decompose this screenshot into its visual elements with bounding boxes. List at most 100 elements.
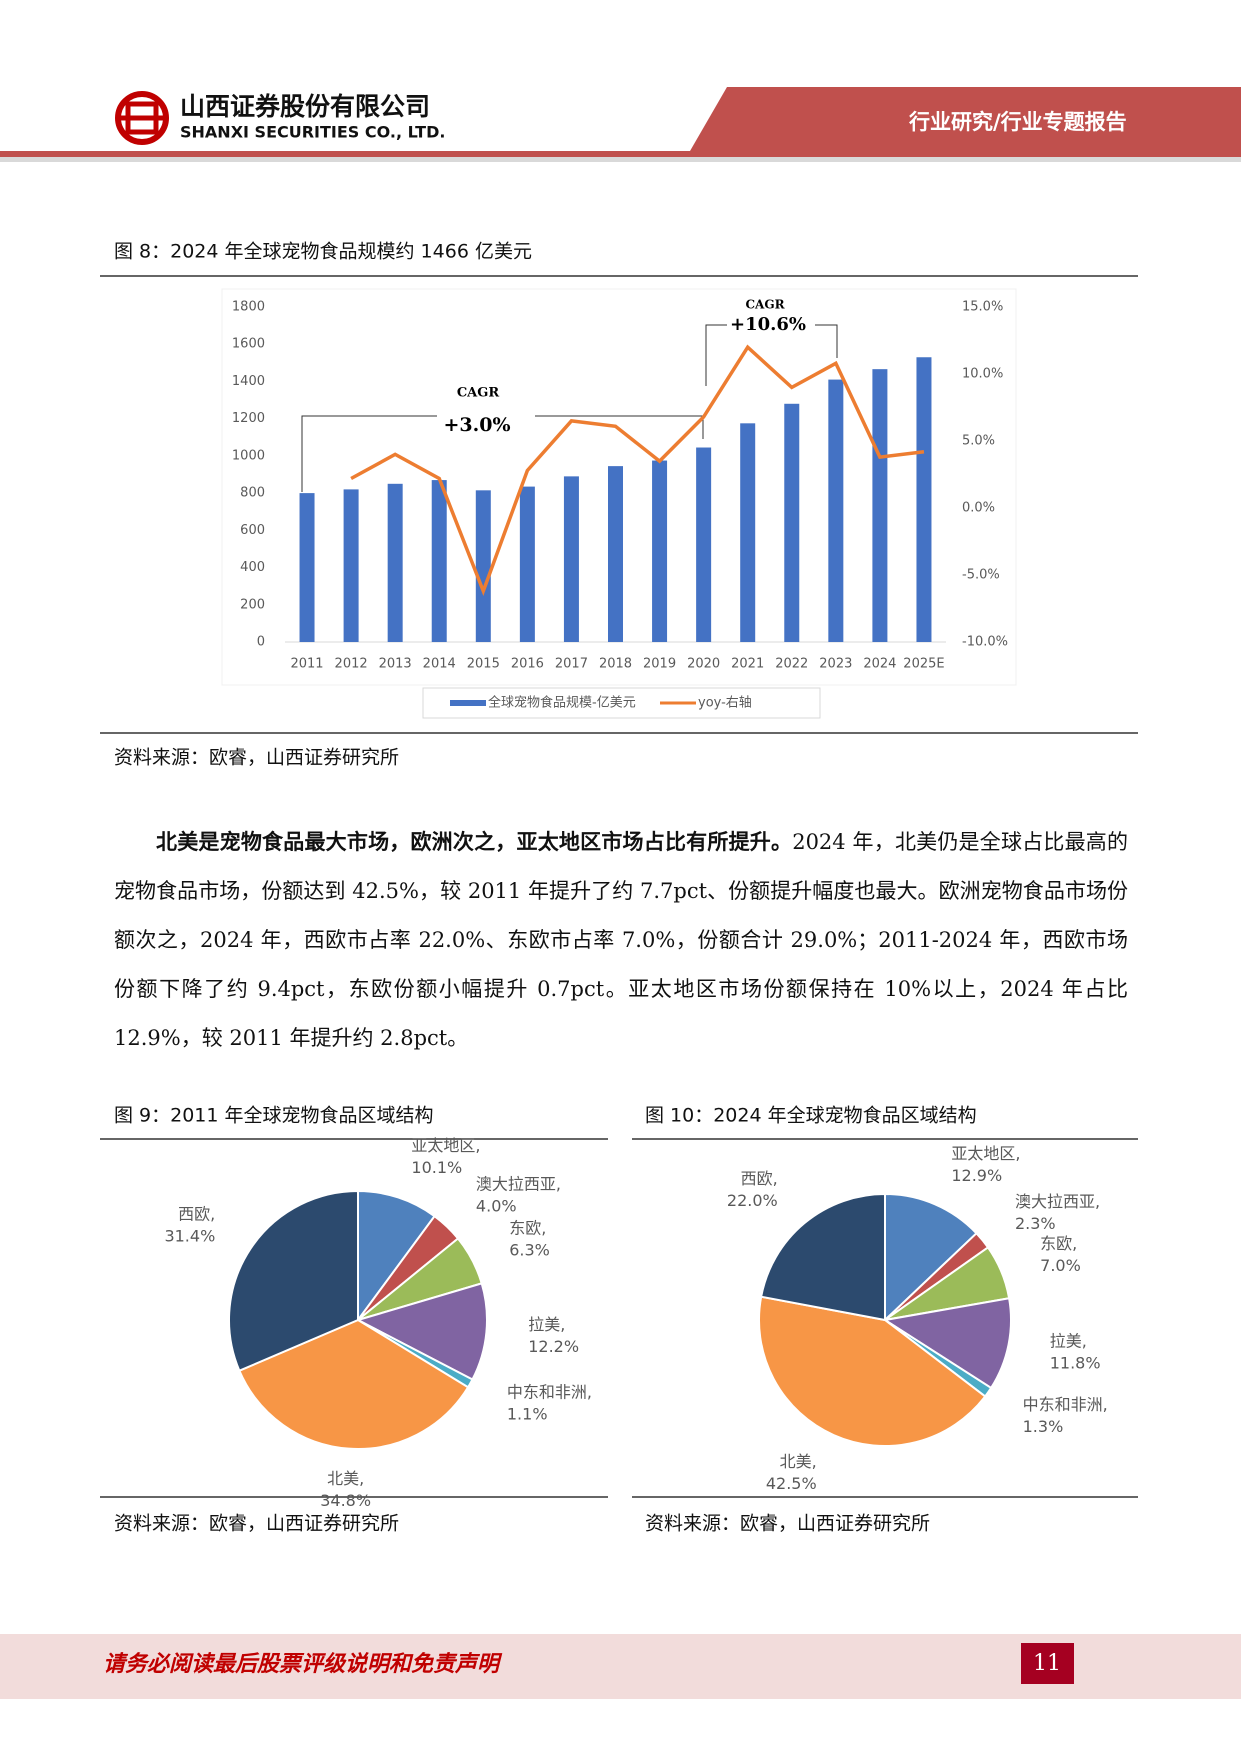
bar — [563, 476, 579, 642]
x-tick-label: 2011 — [290, 657, 323, 672]
header-band — [690, 87, 1241, 151]
pie-category: 东欧, — [509, 1219, 546, 1238]
x-tick-label: 2025E — [903, 657, 944, 672]
y-tick-label: 600 — [240, 523, 265, 538]
company-cn: 山西证券股份有限公司 — [180, 92, 430, 121]
header-rule-gray — [0, 157, 1241, 162]
pie-value: 42.5% — [766, 1474, 817, 1493]
pie-category: 拉美, — [528, 1315, 565, 1334]
company-en: SHANXI SECURITIES CO., LTD. — [180, 123, 445, 142]
pie-value: 12.9% — [951, 1166, 1002, 1185]
pie-slice — [357, 1189, 436, 1324]
annotation: +3.0% — [443, 414, 510, 436]
legend-label: 全球宠物食品规模-亿美元 — [488, 695, 636, 711]
bar — [784, 403, 800, 642]
bar — [608, 466, 623, 642]
legend-swatch — [450, 700, 486, 706]
x-tick-label: 2020 — [687, 657, 720, 672]
y-tick-label: 200 — [240, 597, 265, 612]
bracket — [815, 324, 838, 358]
pie-value: 31.4% — [164, 1226, 215, 1245]
bar — [872, 369, 888, 642]
pie-slice — [355, 1282, 488, 1381]
page-number: 11 — [1033, 1651, 1061, 1676]
pie-value: 1.3% — [1023, 1417, 1064, 1436]
y2-tick-label: -5.0% — [962, 568, 1000, 583]
bar — [343, 489, 359, 642]
bar — [299, 493, 315, 642]
pie-slice — [759, 1192, 886, 1322]
paragraph: 北美是宠物食品最大市场，欧洲次之，亚太地区市场占比有所提升。2024 年，北美仍… — [114, 818, 1128, 1063]
y-tick-label: 1600 — [232, 337, 265, 352]
bar — [740, 423, 756, 642]
x-tick-label: 2017 — [555, 657, 588, 672]
x-tick-label: 2018 — [599, 657, 632, 672]
y-tick-label: 1200 — [232, 411, 265, 426]
paragraph-lead: 北美是宠物食品最大市场，欧洲次之，亚太地区市场占比有所提升。 — [156, 830, 793, 854]
pie-category: 东欧, — [1040, 1234, 1077, 1253]
bar — [387, 483, 403, 642]
annotation: CAGR — [457, 386, 500, 401]
pie-value: 2.3% — [1015, 1214, 1056, 1233]
y-tick-label: 0 — [257, 635, 265, 650]
figure-caption: 图 10：2024 年全球宠物食品区域结构 — [645, 1105, 977, 1127]
x-tick-label: 2016 — [511, 657, 544, 672]
pie-value: 7.0% — [1040, 1256, 1081, 1275]
pie-value: 10.1% — [411, 1158, 462, 1177]
pie-category: 亚太地区, — [411, 1136, 480, 1155]
pie-value: 34.8% — [320, 1491, 371, 1510]
paragraph-body: 2024 年，北美仍是全球占比最高的宠物食品市场，份额达到 42.5%，较 20… — [114, 830, 1129, 1050]
pie-category: 北美, — [327, 1469, 364, 1488]
pie-category: 西欧, — [741, 1169, 778, 1188]
annotation: CAGR — [745, 298, 785, 312]
x-tick-label: 2023 — [819, 657, 852, 672]
source: 资料来源：欧睿，山西证券研究所 — [114, 747, 399, 769]
disclaimer: 请务必阅读最后股票评级说明和免责声明 — [103, 1651, 503, 1677]
pie-value: 6.3% — [509, 1241, 550, 1260]
pie-category: 中东和非洲, — [507, 1383, 592, 1402]
report-category: 行业研究/行业专题报告 — [908, 110, 1127, 134]
pie-slice — [228, 1189, 359, 1373]
bracket — [705, 324, 727, 386]
x-tick-label: 2012 — [335, 657, 368, 672]
y-tick-label: 400 — [240, 560, 265, 575]
pie-value: 22.0% — [727, 1191, 778, 1210]
x-tick-label: 2019 — [643, 657, 676, 672]
y-tick-label: 800 — [240, 486, 265, 501]
pie-slice — [884, 1192, 978, 1323]
pie-value: 11.8% — [1050, 1354, 1101, 1373]
pie-value: 12.2% — [528, 1337, 579, 1356]
legend-label: yoy-右轴 — [698, 696, 752, 711]
x-tick-label: 2015 — [467, 657, 500, 672]
x-tick-label: 2014 — [423, 657, 456, 672]
pie-slice — [758, 1295, 987, 1447]
x-tick-label: 2022 — [775, 657, 808, 672]
pie-category: 亚太地区, — [951, 1144, 1020, 1163]
pie-category: 西欧, — [178, 1204, 215, 1223]
source: 资料来源：欧睿，山西证券研究所 — [645, 1513, 930, 1535]
header-rule — [0, 151, 1241, 157]
bar — [828, 379, 844, 642]
pie-category: 拉美, — [1050, 1332, 1087, 1351]
y2-tick-label: 15.0% — [962, 300, 1003, 315]
source: 资料来源：欧睿，山西证券研究所 — [114, 1513, 399, 1535]
logo — [115, 91, 169, 145]
figure-caption: 图 9：2011 年全球宠物食品区域结构 — [114, 1105, 434, 1127]
y-tick-label: 1800 — [232, 300, 265, 315]
y2-tick-label: 5.0% — [962, 434, 995, 449]
bracket — [301, 415, 437, 492]
bar — [519, 486, 535, 642]
pie-category: 澳大拉西亚, — [1015, 1192, 1100, 1211]
page-number-box — [1021, 1643, 1074, 1684]
bar — [475, 490, 491, 642]
x-tick-label: 2021 — [731, 657, 764, 672]
pie-category: 北美, — [780, 1452, 817, 1471]
y-tick-label: 1400 — [232, 374, 265, 389]
line — [350, 344, 925, 597]
pie-value: 4.0% — [476, 1197, 517, 1216]
y2-tick-label: 0.0% — [962, 501, 995, 516]
y2-tick-label: 10.0% — [962, 367, 1003, 382]
y-tick-label: 1000 — [232, 448, 265, 463]
